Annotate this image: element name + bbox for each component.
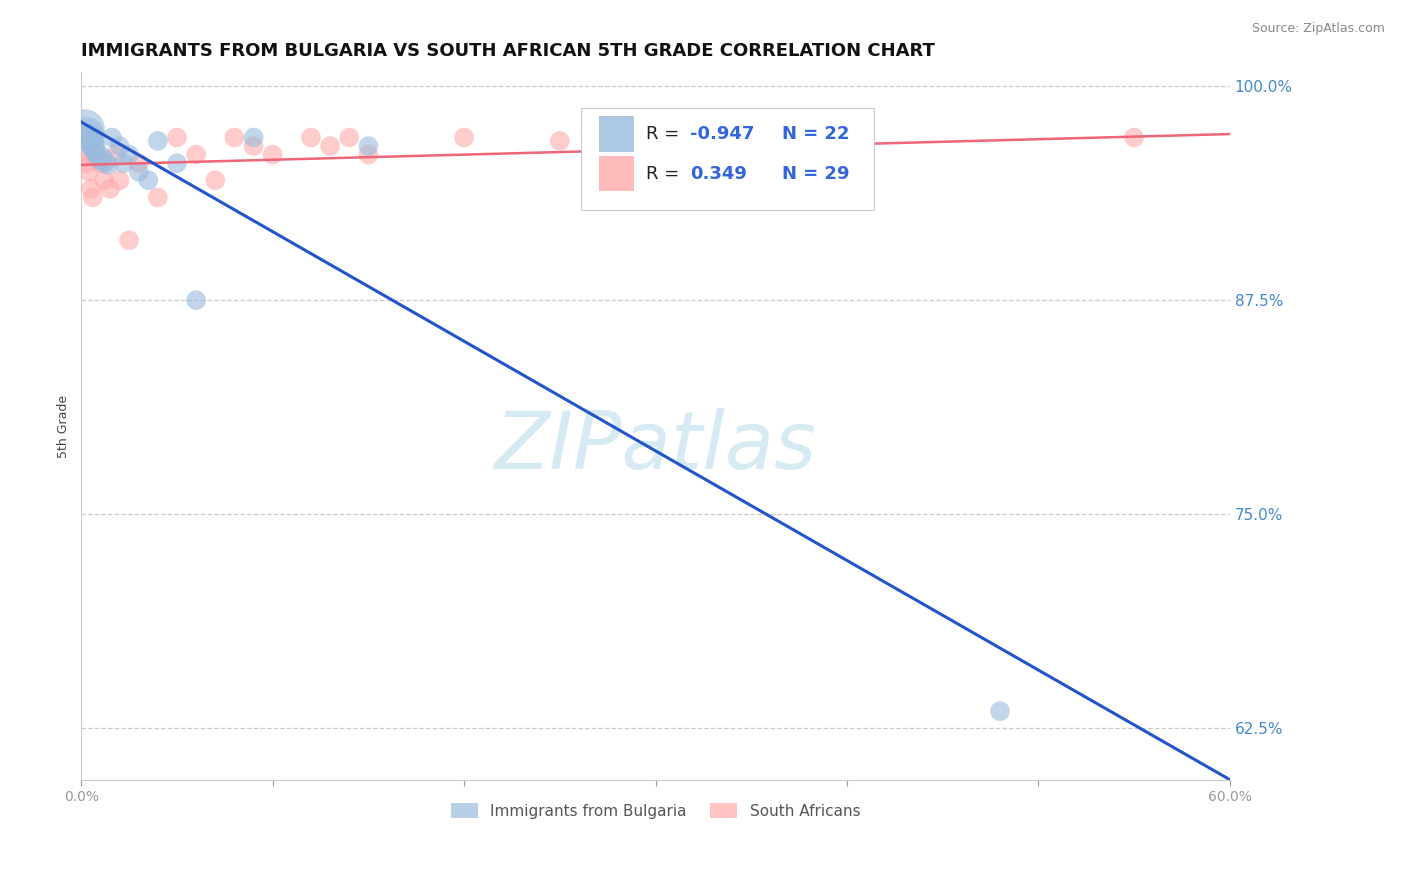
Point <box>128 165 150 179</box>
Point <box>76 156 98 170</box>
Point <box>644 130 666 145</box>
Point <box>89 156 111 170</box>
Point <box>82 190 104 204</box>
Point <box>80 182 103 196</box>
FancyBboxPatch shape <box>581 108 873 211</box>
Legend: Immigrants from Bulgaria, South Africans: Immigrants from Bulgaria, South Africans <box>444 797 866 825</box>
Text: N = 29: N = 29 <box>782 164 849 183</box>
Point <box>337 130 360 145</box>
Point <box>77 130 100 145</box>
Point <box>1123 130 1146 145</box>
Point <box>76 127 98 141</box>
Point <box>77 165 100 179</box>
Point <box>83 143 105 157</box>
Text: N = 22: N = 22 <box>782 125 849 143</box>
Point <box>357 139 380 153</box>
Point <box>262 147 284 161</box>
Point <box>98 182 121 196</box>
Point <box>184 293 207 308</box>
Point <box>242 139 264 153</box>
FancyBboxPatch shape <box>599 156 634 191</box>
FancyBboxPatch shape <box>599 116 634 152</box>
Point <box>93 173 115 187</box>
Point <box>104 147 127 161</box>
Point <box>112 156 135 170</box>
Point <box>299 130 322 145</box>
Point <box>548 134 571 148</box>
Text: ZIPatlas: ZIPatlas <box>495 409 817 486</box>
Point <box>242 130 264 145</box>
Point <box>204 173 226 187</box>
Text: IMMIGRANTS FROM BULGARIA VS SOUTH AFRICAN 5TH GRADE CORRELATION CHART: IMMIGRANTS FROM BULGARIA VS SOUTH AFRICA… <box>82 42 935 60</box>
Point <box>128 156 150 170</box>
Point <box>72 130 94 145</box>
Point <box>97 158 120 172</box>
Point <box>166 130 188 145</box>
Point <box>86 147 108 161</box>
Point <box>166 156 188 170</box>
Text: Source: ZipAtlas.com: Source: ZipAtlas.com <box>1251 22 1385 36</box>
Point <box>224 130 246 145</box>
Point <box>357 147 380 161</box>
Point <box>453 130 475 145</box>
Point <box>988 704 1011 718</box>
Point <box>108 139 131 153</box>
Y-axis label: 5th Grade: 5th Grade <box>58 394 70 458</box>
Point <box>82 139 104 153</box>
Point <box>118 233 141 247</box>
Point <box>101 130 124 145</box>
Point <box>83 147 105 161</box>
Point <box>118 147 141 161</box>
Point <box>89 151 111 165</box>
Point <box>93 154 115 169</box>
Point <box>108 173 131 187</box>
Text: R =: R = <box>647 125 685 143</box>
Point <box>75 147 97 161</box>
Point <box>146 134 169 148</box>
Point <box>136 173 159 187</box>
Point <box>319 139 342 153</box>
Text: 0.349: 0.349 <box>690 164 747 183</box>
Text: R =: R = <box>647 164 692 183</box>
Point <box>80 134 103 148</box>
Point <box>184 147 207 161</box>
Point <box>146 190 169 204</box>
Point <box>75 122 97 136</box>
Text: -0.947: -0.947 <box>690 125 755 143</box>
